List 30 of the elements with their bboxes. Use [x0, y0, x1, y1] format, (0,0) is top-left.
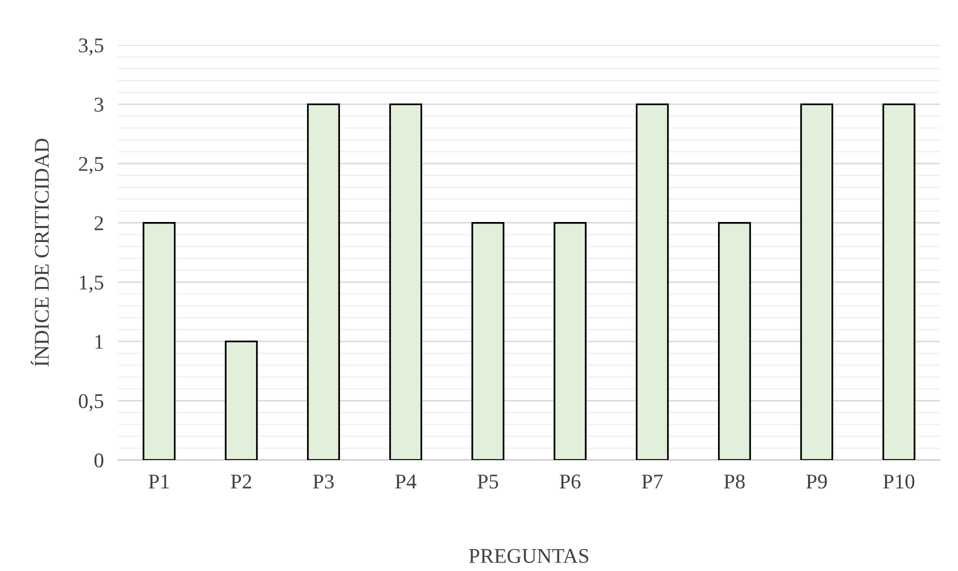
bar — [307, 103, 340, 460]
bar — [554, 222, 587, 460]
y-tick-label: 0,5 — [78, 394, 104, 412]
bar — [636, 103, 669, 460]
y-tick-label: 0 — [94, 453, 104, 468]
x-tick-label: P3 — [313, 474, 334, 489]
y-axis-title: ÍNDICE DE CRITICIDAD — [30, 138, 49, 366]
x-tick-label: P6 — [560, 474, 580, 489]
y-tick-label: 1,5 — [80, 276, 104, 293]
x-tick-label: P5 — [478, 474, 498, 489]
x-tick-label: P7 — [642, 474, 663, 488]
x-tick-label: P2 — [230, 474, 252, 488]
bar — [471, 222, 504, 460]
y-tick-label: 3 — [94, 98, 104, 112]
x-tick-label: P1 — [148, 474, 169, 488]
y-tick-label: 1 — [96, 334, 103, 349]
bar — [718, 222, 751, 460]
x-tick-label: P8 — [724, 474, 745, 489]
y-tick-label: 2,5 — [78, 157, 104, 174]
x-tick-label: P9 — [806, 474, 827, 489]
x-tick-label: P4 — [395, 474, 416, 488]
bar — [800, 103, 834, 460]
bar — [142, 222, 176, 460]
bar — [389, 103, 422, 460]
x-axis-title: PREGUNTAS — [469, 549, 588, 563]
x-tick-label: P10 — [883, 474, 914, 489]
y-tick-label: 2 — [94, 216, 103, 230]
bar — [224, 340, 258, 460]
y-tick-label: 3,5 — [79, 38, 104, 56]
bar — [882, 103, 916, 460]
